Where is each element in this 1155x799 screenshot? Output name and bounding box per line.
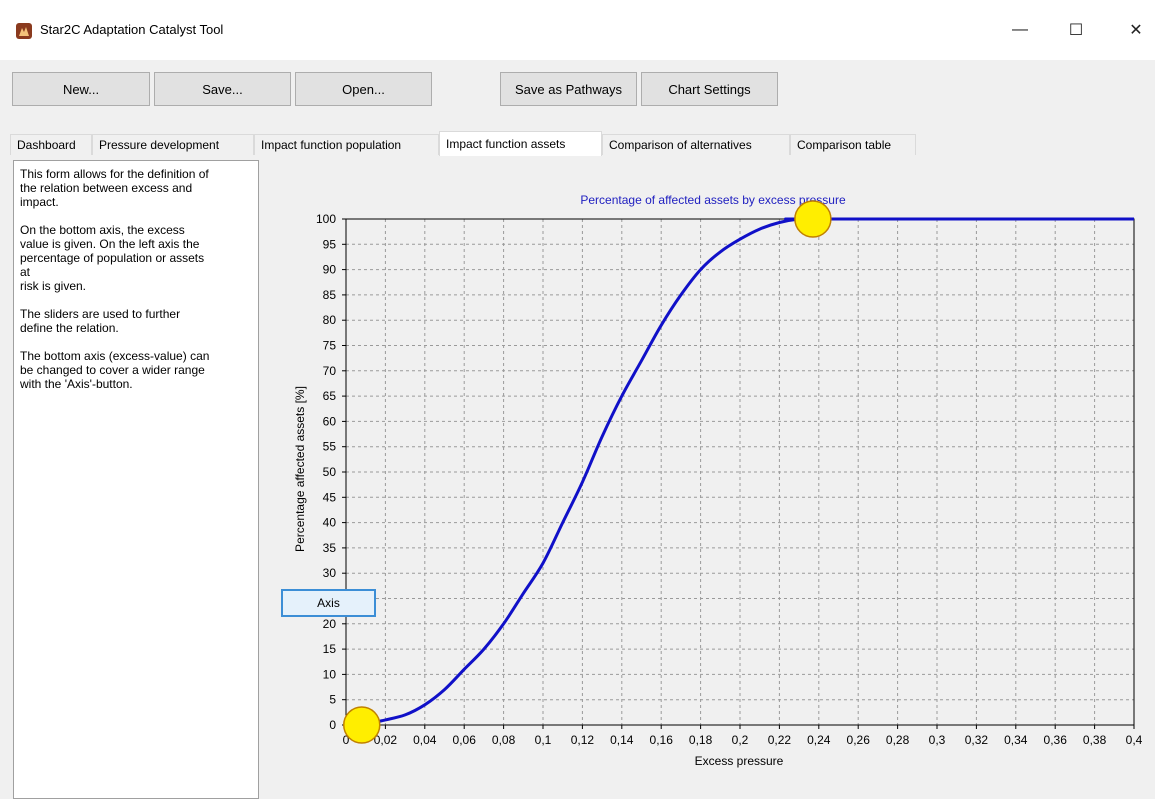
x-tick-label: 0,08 bbox=[492, 733, 516, 747]
maximize-button[interactable]: ☐ bbox=[1053, 14, 1099, 46]
close-icon: ✕ bbox=[1129, 22, 1143, 39]
x-tick-label: 0,04 bbox=[413, 733, 437, 747]
x-tick-label: 0,28 bbox=[886, 733, 910, 747]
tab-impact-function-population[interactable]: Impact function population bbox=[254, 134, 439, 155]
info-paragraph: The bottom axis (excess-value) can be ch… bbox=[20, 349, 210, 391]
x-tick-label: 0,3 bbox=[929, 733, 946, 747]
slider-handle[interactable] bbox=[343, 706, 381, 744]
info-paragraph: This form allows for the definition of t… bbox=[20, 167, 209, 209]
minimize-button[interactable]: — bbox=[997, 14, 1043, 46]
x-tick-label: 0,14 bbox=[610, 733, 634, 747]
app-icon bbox=[16, 23, 32, 39]
window-title: Star2C Adaptation Catalyst Tool bbox=[40, 22, 224, 37]
y-tick-label: 75 bbox=[323, 339, 337, 353]
x-tick-label: 0,36 bbox=[1044, 733, 1068, 747]
chart-grid bbox=[346, 219, 1134, 725]
tab-pressure-development[interactable]: Pressure development bbox=[92, 134, 254, 155]
x-tick-label: 0,2 bbox=[732, 733, 749, 747]
plot-frame bbox=[345, 218, 1135, 726]
x-tick-label: 0,26 bbox=[847, 733, 871, 747]
x-axis-label: Excess pressure bbox=[695, 754, 784, 768]
x-tick-label: 0 bbox=[343, 733, 350, 747]
x-tick-label: 0,22 bbox=[768, 733, 792, 747]
save-button[interactable]: Save... bbox=[154, 72, 291, 106]
y-tick-label: 50 bbox=[323, 465, 337, 479]
open-button[interactable]: Open... bbox=[295, 72, 432, 106]
y-tick-label: 80 bbox=[323, 313, 337, 327]
impact-chart: Percentage of affected assets by excess … bbox=[293, 193, 1143, 768]
y-tick-label: 0 bbox=[329, 718, 336, 732]
y-tick-label: 10 bbox=[323, 667, 337, 681]
minimize-icon: — bbox=[1012, 21, 1028, 38]
x-tick-label: 0,24 bbox=[807, 733, 831, 747]
y-tick-label: 40 bbox=[323, 516, 337, 530]
y-tick-label: 60 bbox=[323, 414, 337, 428]
tab-comparison-of-alternatives[interactable]: Comparison of alternatives bbox=[602, 134, 790, 155]
x-tick-label: 0,1 bbox=[535, 733, 552, 747]
x-axis-ticks: 0 0,02 0,04 0,06 0,08 0,1 0,12 0,14 0,16 0,18 0,2 0… bbox=[343, 725, 1143, 747]
new-button[interactable]: New... bbox=[12, 72, 150, 106]
x-tick-label: 0,18 bbox=[689, 733, 713, 747]
y-tick-label: 15 bbox=[323, 642, 337, 656]
x-tick-label: 0,12 bbox=[571, 733, 595, 747]
y-tick-label: 20 bbox=[323, 617, 337, 631]
slider-handles bbox=[343, 200, 832, 744]
y-tick-label: 70 bbox=[323, 364, 337, 378]
maximize-icon: ☐ bbox=[1068, 22, 1084, 39]
chart-settings-button[interactable]: Chart Settings bbox=[641, 72, 778, 106]
x-tick-label: 0,4 bbox=[1126, 733, 1143, 747]
x-tick-label: 0,02 bbox=[374, 733, 398, 747]
tab-impact-function-assets[interactable]: Impact function assets bbox=[439, 131, 602, 156]
title-bar: Star2C Adaptation Catalyst Tool — ☐ ✕ bbox=[0, 0, 1155, 60]
y-axis-ticks: 0510152025303540455055606570758085909510… bbox=[316, 212, 346, 732]
y-tick-label: 65 bbox=[323, 389, 337, 403]
save-as-pathways-button[interactable]: Save as Pathways bbox=[500, 72, 637, 106]
info-panel: This form allows for the definition of t… bbox=[13, 160, 259, 799]
x-tick-label: 0,34 bbox=[1004, 733, 1028, 747]
y-tick-label: 95 bbox=[323, 237, 337, 251]
y-tick-label: 45 bbox=[323, 490, 337, 504]
y-tick-label: 35 bbox=[323, 541, 337, 555]
tab-dashboard[interactable]: Dashboard bbox=[10, 134, 92, 155]
x-tick-label: 0,38 bbox=[1083, 733, 1107, 747]
close-button[interactable]: ✕ bbox=[1113, 14, 1155, 46]
y-tick-label: 5 bbox=[329, 693, 336, 707]
slider-handle[interactable] bbox=[794, 200, 832, 238]
x-tick-label: 0,06 bbox=[453, 733, 477, 747]
y-tick-label: 90 bbox=[323, 263, 337, 277]
impact-curve bbox=[361, 217, 1134, 727]
y-tick-label: 30 bbox=[323, 566, 337, 580]
info-paragraph: The sliders are used to further define t… bbox=[20, 307, 181, 335]
tab-comparison-table[interactable]: Comparison table bbox=[790, 134, 916, 155]
y-axis-label: Percentage affected assets [%] bbox=[293, 386, 307, 552]
chart-title: Percentage of affected assets by excess … bbox=[580, 193, 846, 207]
y-tick-label: 100 bbox=[316, 212, 336, 226]
y-tick-label: 55 bbox=[323, 440, 337, 454]
y-tick-label: 85 bbox=[323, 288, 337, 302]
axis-button[interactable]: Axis bbox=[281, 589, 376, 617]
x-tick-label: 0,32 bbox=[965, 733, 989, 747]
x-tick-label: 0,16 bbox=[650, 733, 674, 747]
info-paragraph: On the bottom axis, the excess value is … bbox=[20, 223, 205, 293]
